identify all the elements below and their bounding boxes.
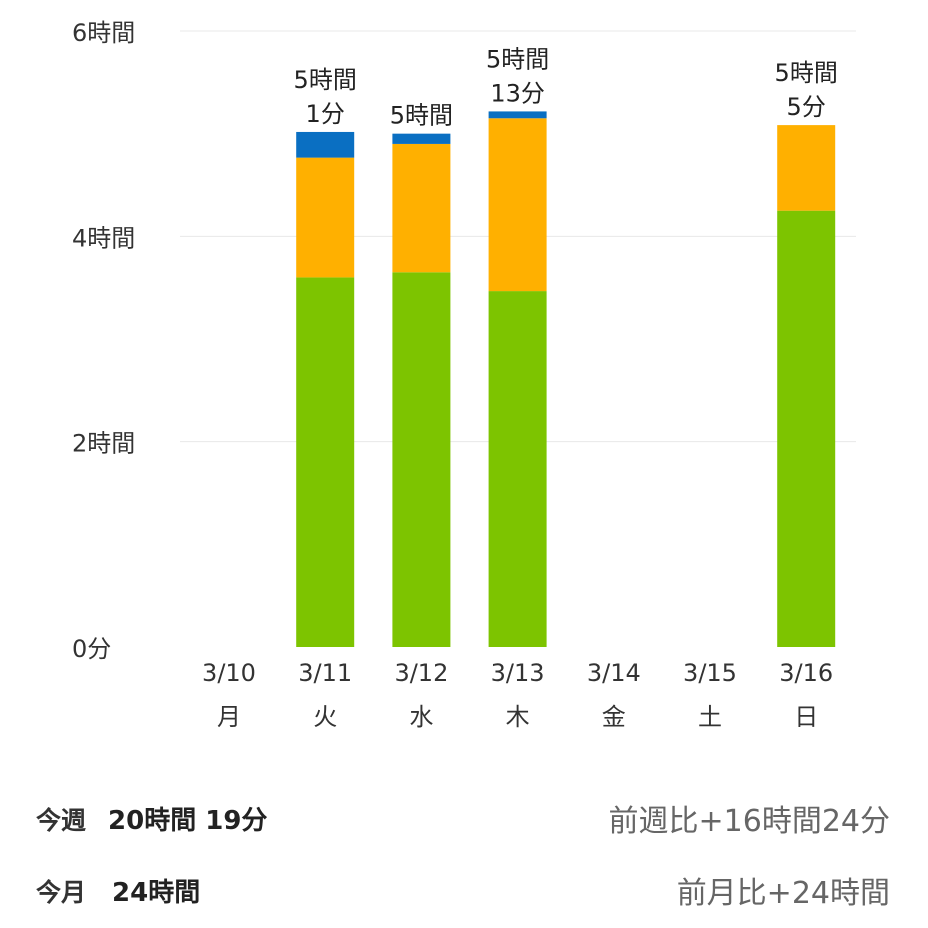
y-tick-label: 4時間 [72,224,135,252]
bar-segment [777,210,836,647]
bar-segment [488,291,547,647]
x-tick-date: 3/16 [779,659,833,687]
x-tick-date: 3/10 [202,659,256,687]
this-month-comparison: 前月比+24時間 [676,876,890,911]
bar-total-label: 5時間 [775,59,838,87]
bar-total-labels: 5時間 1分 5時間 5時間 13分 5時間 5分 [294,45,838,129]
x-tick-weekday: 月 [217,703,241,731]
summary-this-week: 今週 20時間 19分 前週比+16時間24分 [36,793,890,843]
this-month-label: 今月 [36,877,87,907]
this-month-total: 24時間 [112,877,201,908]
this-week-total: 20時間 19分 [108,805,268,836]
bar-total-label: 13分 [490,79,545,107]
bar-segment [296,157,355,278]
bars [296,111,836,647]
bar-total-label: 5時間 [486,45,549,73]
x-tick-weekday: 木 [506,703,530,731]
summary-this-month: 今月 24時間 前月比+24時間 [36,865,890,915]
x-tick-weekday: 日 [794,703,818,731]
bar-total-label: 5時間 [390,102,453,130]
x-tick-date: 3/14 [587,659,641,687]
x-tick-date: 3/11 [298,659,352,687]
x-tick-weekday: 金 [602,703,626,731]
bar-segment [488,111,547,119]
this-week-comparison: 前週比+16時間24分 [608,804,890,839]
x-axis-tick-labels: 3/10 月 3/11 火 3/12 水 3/13 木 3/14 金 3/15 土 3/16 日 [202,659,833,731]
bar-segment [488,118,547,292]
x-tick-weekday: 土 [698,703,722,731]
bar-total-label: 1分 [306,100,345,128]
bar-total-label: 5時間 [294,66,357,94]
x-tick-weekday: 火 [313,703,337,731]
x-tick-date: 3/13 [491,659,545,687]
bar-segment [392,133,451,144]
bar-segment [296,277,355,647]
y-tick-label: 0分 [72,635,111,663]
x-tick-date: 3/12 [394,659,448,687]
this-week-label: 今週 [36,805,87,835]
bar-segment [392,272,451,647]
y-tick-label: 2時間 [72,430,135,458]
y-axis-tick-labels: 0分 2時間 4時間 6時間 [72,19,135,663]
x-tick-date: 3/15 [683,659,737,687]
y-tick-label: 6時間 [72,19,135,47]
bar-segment [296,131,355,158]
bar-segment [777,125,836,211]
bar-total-label: 5分 [787,93,826,121]
bar-segment [392,143,451,273]
x-tick-weekday: 水 [409,703,433,731]
